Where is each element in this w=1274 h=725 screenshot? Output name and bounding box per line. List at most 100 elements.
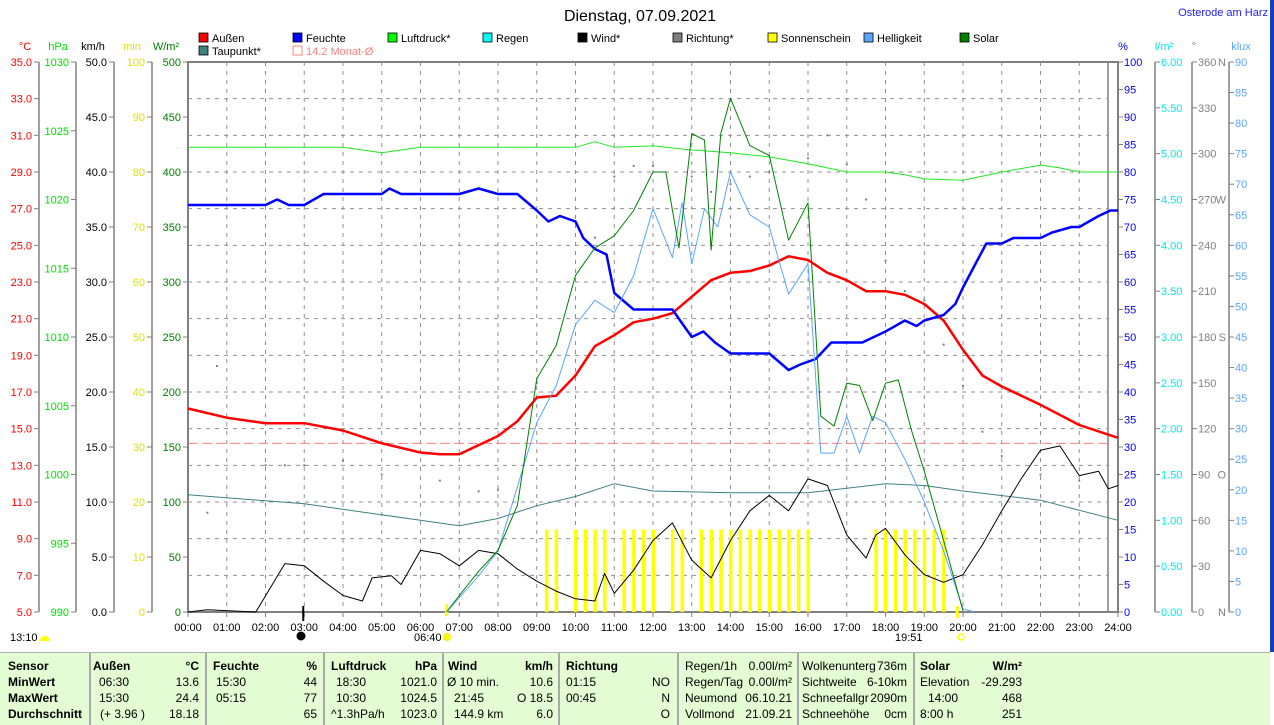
y-tick-label-temp: 35.0 bbox=[11, 57, 32, 69]
column-unit: hPa bbox=[414, 659, 437, 673]
y-tick-label-temp: 9.0 bbox=[17, 534, 32, 546]
sunrise-bar bbox=[444, 604, 448, 616]
sunshine-bar bbox=[748, 529, 752, 612]
sunshine-bar bbox=[903, 529, 907, 612]
sunshine-bar bbox=[729, 529, 733, 612]
y-tick-label-temp: 19.0 bbox=[11, 350, 32, 362]
cell-value: 13.6 bbox=[175, 675, 199, 689]
rain-moon-label: Regen/1h bbox=[685, 659, 738, 673]
y-tick-label-dir: 120 bbox=[1198, 424, 1216, 436]
x-tick-label: 16:00 bbox=[794, 622, 822, 634]
y-tick-label-dir: 240 bbox=[1198, 240, 1216, 252]
legend-swatch bbox=[959, 32, 970, 43]
x-tick-label: 07:00 bbox=[445, 622, 473, 634]
table-divider bbox=[797, 653, 799, 725]
cell-value: O bbox=[660, 707, 670, 721]
y-tick-label-rain: 4.50 bbox=[1161, 195, 1182, 207]
sunshine-bar bbox=[699, 529, 704, 612]
sunshine-bar bbox=[758, 529, 762, 612]
y-tick-label-hum: 30 bbox=[1124, 442, 1136, 454]
y-tick-label-lux: 45 bbox=[1235, 332, 1247, 344]
y-tick-label-sun: 80 bbox=[133, 167, 145, 179]
y-tick-label-solar: 150 bbox=[163, 442, 181, 454]
y-tick-label-solar: 300 bbox=[163, 277, 181, 289]
y-tick-label-dir: 30 bbox=[1198, 561, 1210, 573]
cloud-snow-value: 6-10km bbox=[866, 675, 907, 689]
moon-phase-icon bbox=[296, 631, 306, 641]
column-header: Wind bbox=[448, 659, 478, 673]
cloud-snow-label: Wolkenunterg bbox=[802, 659, 876, 673]
y-tick-label-dir: 90 bbox=[1198, 470, 1210, 482]
y-tick-label-sun: 40 bbox=[133, 387, 145, 399]
y-tick-label-press: 995 bbox=[51, 538, 69, 550]
astro-markers: 13:10 06:40 19:51 bbox=[10, 631, 965, 644]
solar-value: -29.293 bbox=[981, 675, 1022, 689]
sunshine-bar bbox=[942, 529, 946, 612]
y-tick-label-wind: 30.0 bbox=[86, 277, 107, 289]
legend-swatch bbox=[198, 32, 209, 43]
x-tick-label: 15:00 bbox=[755, 622, 783, 634]
direction-letter: S bbox=[1219, 332, 1226, 344]
location-link[interactable]: Osterode am Harz bbox=[1178, 7, 1268, 19]
cloud-snow-label: Schneehöhe bbox=[802, 707, 870, 721]
series bbox=[187, 97, 1119, 613]
y-tick-label-temp: 29.0 bbox=[11, 167, 32, 179]
y-tick-label-lux: 40 bbox=[1235, 363, 1247, 375]
y-tick-label-sun: 10 bbox=[133, 552, 145, 564]
y-tick-label-dir: 60 bbox=[1198, 515, 1210, 527]
rain-moon-value: 21.09.21 bbox=[745, 707, 792, 721]
y-tick-label-rain: 0.00 bbox=[1161, 607, 1182, 619]
column-header: Außen bbox=[93, 659, 131, 673]
y-tick-label-wind: 20.0 bbox=[86, 387, 107, 399]
sunshine-bar bbox=[806, 529, 810, 612]
y-tick-label-solar: 450 bbox=[163, 112, 181, 124]
direction-letter: N bbox=[1218, 607, 1226, 619]
legend-label: Taupunkt* bbox=[212, 46, 262, 58]
table-divider bbox=[558, 653, 560, 725]
cell-value: 18.18 bbox=[168, 707, 199, 721]
row-label: Sensor bbox=[8, 659, 49, 673]
direction-point bbox=[826, 134, 829, 137]
rain-moon-value: 06.10.21 bbox=[745, 691, 792, 705]
direction-point bbox=[729, 183, 732, 186]
axes: 00:00 01:00 02:00 03:00 04:00 05:00 06:00 07:00… bbox=[11, 41, 1252, 634]
direction-point bbox=[303, 464, 306, 467]
y-tick-label-press: 1015 bbox=[45, 263, 69, 275]
direction-point bbox=[632, 164, 635, 167]
y-tick-label-hum: 95 bbox=[1124, 85, 1136, 97]
cell-time: ^1.3hPa/h bbox=[331, 707, 385, 721]
y-tick-label-lux: 30 bbox=[1235, 424, 1247, 436]
row-label: MinWert bbox=[8, 675, 56, 689]
x-tick-label: 06:00 bbox=[407, 622, 435, 634]
direction-point bbox=[865, 198, 868, 201]
x-tick-label: 22:00 bbox=[1027, 622, 1055, 634]
column-header: Solar bbox=[920, 659, 951, 673]
y-tick-label-solar: 500 bbox=[163, 57, 181, 69]
y-tick-label-dir: 180 bbox=[1198, 332, 1216, 344]
y-tick-label-sun: 20 bbox=[133, 497, 145, 509]
moonrise-time: 13:10 bbox=[10, 632, 38, 644]
solar-label: Elevation bbox=[920, 675, 970, 689]
y-tick-label-temp: 11.0 bbox=[11, 497, 32, 509]
y-tick-label-hum: 50 bbox=[1124, 332, 1136, 344]
y-tick-label-temp: 23.0 bbox=[11, 277, 32, 289]
y-tick-label-temp: 33.0 bbox=[11, 94, 32, 106]
rain-moon-value: 0.00l/m² bbox=[748, 659, 792, 673]
direction-point bbox=[380, 473, 383, 476]
y-tick-label-sun: 60 bbox=[133, 277, 145, 289]
direction-point bbox=[942, 343, 945, 346]
direction-point bbox=[438, 479, 441, 482]
y-tick-label-temp: 31.0 bbox=[11, 130, 32, 142]
sunshine-bar bbox=[893, 529, 898, 612]
x-tick-label: 01:00 bbox=[213, 622, 241, 634]
y-tick-label-rain: 3.50 bbox=[1161, 286, 1182, 298]
legend-label: Wind* bbox=[591, 33, 621, 45]
y-tick-label-lux: 10 bbox=[1235, 546, 1247, 558]
y-tick-label-hum: 80 bbox=[1124, 167, 1136, 179]
y-tick-label-press: 1020 bbox=[45, 195, 69, 207]
direction-point bbox=[613, 175, 616, 178]
x-tick-label: 12:00 bbox=[639, 622, 667, 634]
y-tick-label-wind: 0.0 bbox=[92, 607, 107, 619]
column-header: Richtung bbox=[566, 659, 618, 673]
direction-point bbox=[652, 164, 654, 167]
